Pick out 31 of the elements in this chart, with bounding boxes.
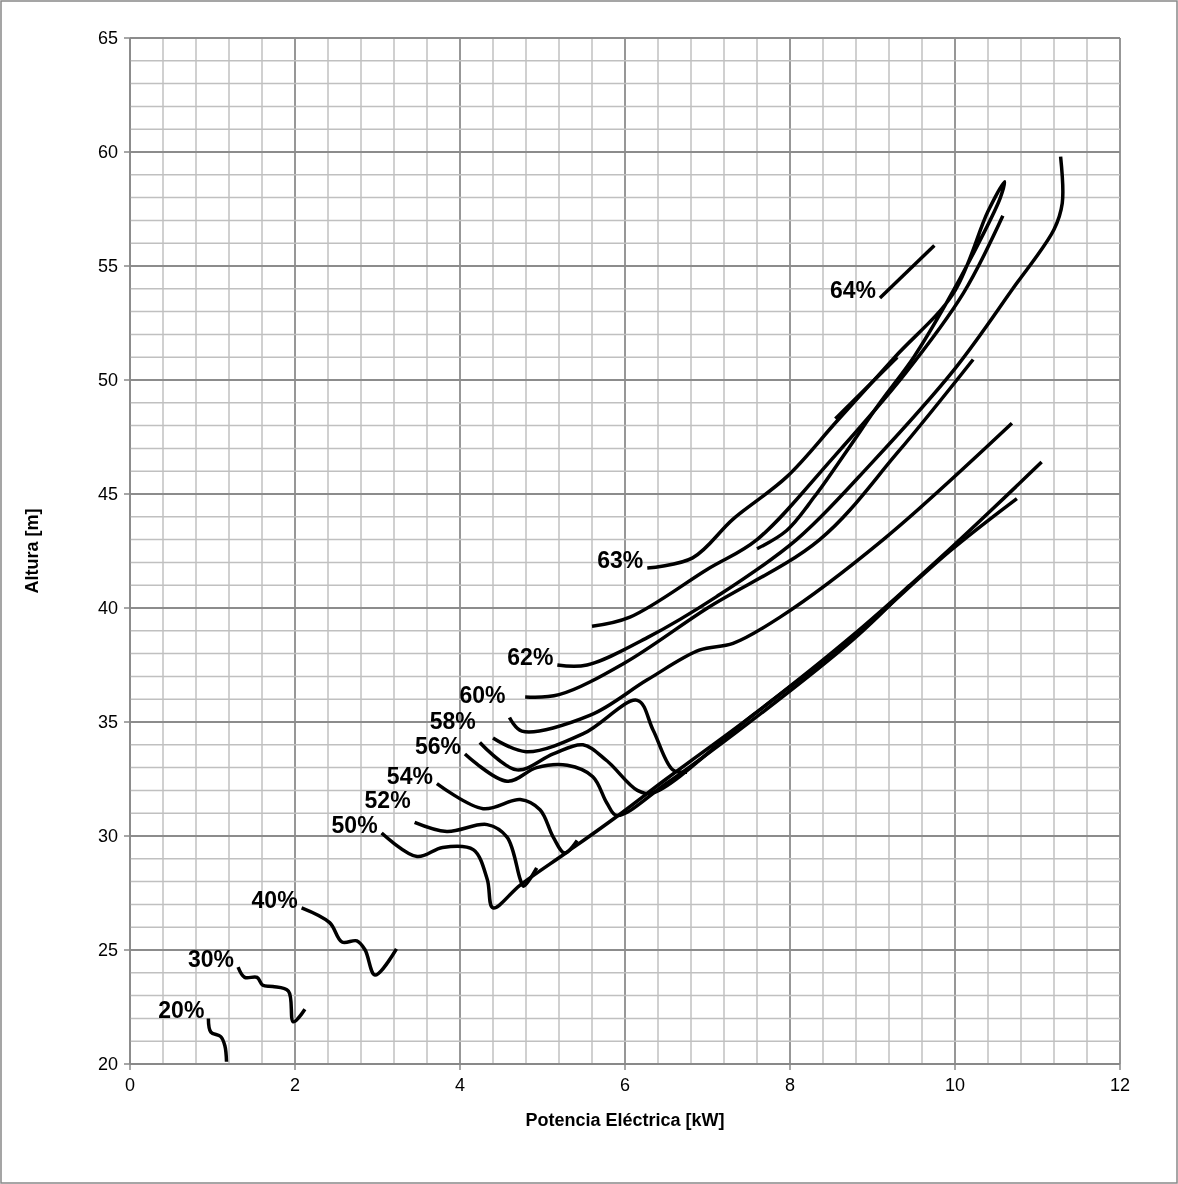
series-label: 63% [597, 547, 644, 574]
series-label: 62% [507, 644, 554, 671]
y-tick-label: 55 [97, 256, 118, 277]
y-tick-label: 60 [97, 142, 118, 163]
series-label: 64% [829, 276, 876, 303]
y-tick-label: 30 [97, 826, 118, 847]
series-label: 40% [251, 886, 298, 913]
y-tick-label: 35 [97, 712, 118, 733]
y-tick-label: 40 [97, 598, 118, 619]
x-tick-label: 12 [1109, 1075, 1131, 1095]
y-tick-label: 50 [97, 370, 118, 391]
y-tick-label: 25 [97, 940, 118, 961]
y-axis-title: Altura [m] [22, 508, 42, 594]
series-label: 54% [386, 762, 433, 789]
x-tick-label: 10 [944, 1075, 966, 1095]
x-tick-label: 0 [124, 1075, 136, 1095]
y-tick-label: 45 [97, 484, 118, 505]
x-axis-title: Potencia Eléctrica [kW] [525, 1110, 725, 1130]
x-tick-label: 6 [619, 1075, 631, 1095]
series-label: 20% [158, 997, 205, 1024]
series-label: 60% [459, 682, 506, 709]
series-label: 56% [414, 732, 461, 759]
series-label: 30% [188, 946, 235, 973]
y-tick-label: 20 [97, 1054, 118, 1075]
x-tick-label: 2 [289, 1075, 301, 1095]
x-tick-label: 8 [784, 1075, 796, 1095]
series-label: 50% [331, 812, 378, 839]
y-tick-label: 65 [97, 28, 118, 49]
x-tick-label: 4 [454, 1075, 466, 1095]
series-label: 52% [364, 787, 411, 814]
series-label: 58% [429, 707, 476, 734]
